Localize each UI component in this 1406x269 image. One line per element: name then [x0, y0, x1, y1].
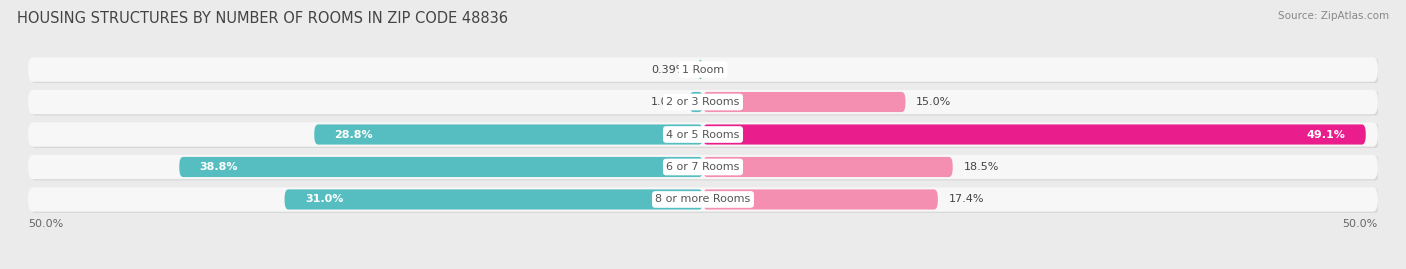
FancyBboxPatch shape: [30, 91, 1379, 115]
Text: 15.0%: 15.0%: [917, 97, 952, 107]
FancyBboxPatch shape: [28, 187, 1378, 212]
FancyBboxPatch shape: [30, 59, 1379, 83]
Text: 49.1%: 49.1%: [1306, 129, 1346, 140]
FancyBboxPatch shape: [689, 92, 703, 112]
Text: 8 or more Rooms: 8 or more Rooms: [655, 194, 751, 204]
FancyBboxPatch shape: [28, 57, 1378, 82]
FancyBboxPatch shape: [315, 125, 703, 144]
FancyBboxPatch shape: [28, 90, 1378, 114]
Text: 1 Room: 1 Room: [682, 65, 724, 75]
FancyBboxPatch shape: [180, 157, 703, 177]
FancyBboxPatch shape: [28, 155, 1378, 179]
Text: 50.0%: 50.0%: [28, 219, 63, 229]
Text: Source: ZipAtlas.com: Source: ZipAtlas.com: [1278, 11, 1389, 21]
FancyBboxPatch shape: [28, 122, 1378, 147]
FancyBboxPatch shape: [703, 125, 1365, 144]
FancyBboxPatch shape: [30, 124, 1379, 148]
Text: 31.0%: 31.0%: [305, 194, 343, 204]
FancyBboxPatch shape: [284, 189, 703, 210]
Text: 2 or 3 Rooms: 2 or 3 Rooms: [666, 97, 740, 107]
Text: 38.8%: 38.8%: [200, 162, 238, 172]
FancyBboxPatch shape: [703, 157, 953, 177]
Text: 0.39%: 0.39%: [651, 65, 688, 75]
Text: 4 or 5 Rooms: 4 or 5 Rooms: [666, 129, 740, 140]
Text: 50.0%: 50.0%: [1343, 219, 1378, 229]
Text: 1.0%: 1.0%: [651, 97, 679, 107]
FancyBboxPatch shape: [30, 189, 1379, 213]
Text: 17.4%: 17.4%: [949, 194, 984, 204]
Text: 6 or 7 Rooms: 6 or 7 Rooms: [666, 162, 740, 172]
Text: 28.8%: 28.8%: [335, 129, 373, 140]
Text: HOUSING STRUCTURES BY NUMBER OF ROOMS IN ZIP CODE 48836: HOUSING STRUCTURES BY NUMBER OF ROOMS IN…: [17, 11, 508, 26]
Text: 18.5%: 18.5%: [963, 162, 998, 172]
FancyBboxPatch shape: [703, 92, 905, 112]
FancyBboxPatch shape: [697, 59, 703, 80]
FancyBboxPatch shape: [703, 189, 938, 210]
FancyBboxPatch shape: [30, 156, 1379, 180]
